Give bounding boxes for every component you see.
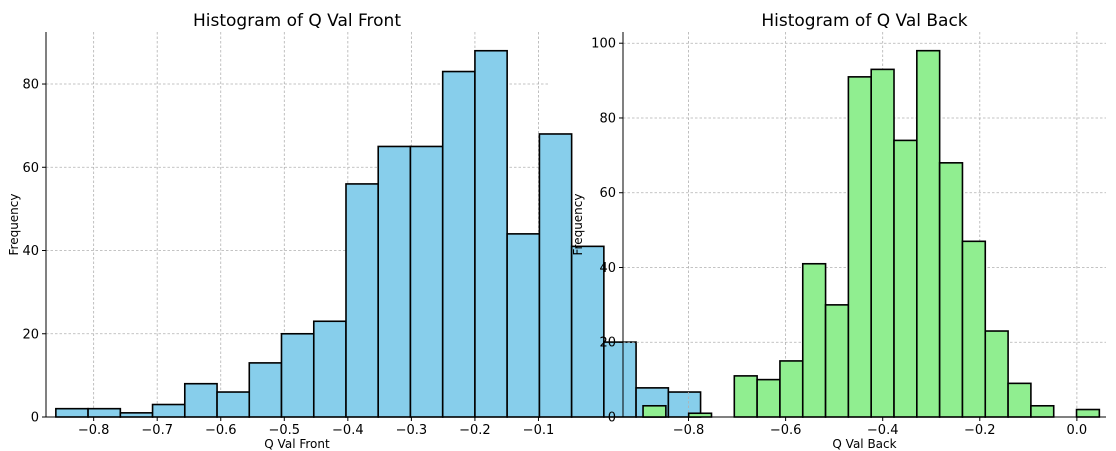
chart2-y-axis-label: Frequency — [571, 194, 585, 256]
chart1-xtick-label: −0.4 — [332, 423, 364, 438]
chart1-ytick-label: 60 — [22, 161, 39, 176]
chart2-bar-0 — [643, 406, 666, 417]
chart2-xtick-label: −0.6 — [770, 423, 802, 438]
chart1-bar-1 — [88, 409, 120, 417]
chart1-ytick-label: 40 — [22, 244, 39, 259]
chart2-bar-8 — [826, 305, 849, 417]
chart1-bar-0 — [56, 409, 88, 417]
chart1-bar-5 — [217, 392, 249, 417]
chart1-xtick-label: −0.5 — [269, 423, 301, 438]
chart1-bar-14 — [507, 234, 539, 417]
chart2-bar-13 — [940, 163, 963, 417]
chart2-bar-17 — [1031, 406, 1054, 417]
chart2-bar-12 — [917, 51, 940, 417]
chart2-bar-16 — [1008, 383, 1031, 417]
chart2-title: Histogram of Q Val Back — [761, 11, 967, 31]
chart2-ytick-label: 20 — [599, 336, 616, 351]
chart2-ytick-label: 40 — [599, 261, 616, 276]
chart2-xtick-label: −0.8 — [673, 423, 705, 438]
chart1-xtick-label: −0.7 — [141, 423, 173, 438]
chart1-ytick-label: 0 — [31, 411, 39, 426]
chart2-ytick-label: 60 — [599, 186, 616, 201]
chart2-xtick-label: −0.2 — [964, 423, 996, 438]
chart2-xtick-label: −0.4 — [867, 423, 899, 438]
chart1-bar-6 — [249, 363, 281, 417]
chart2-bar-15 — [985, 331, 1008, 417]
chart1-xtick-label: −0.2 — [459, 423, 491, 438]
chart1-bar-15 — [539, 134, 571, 417]
chart1-ytick-label: 20 — [22, 327, 39, 342]
chart1-bar-8 — [314, 321, 346, 417]
chart2-bar-19 — [1077, 410, 1100, 417]
chart1-bar-4 — [185, 384, 217, 417]
chart2-xtick-label: 0.0 — [1067, 423, 1088, 438]
chart2-bar-4 — [734, 376, 757, 417]
chart1-xtick-label: −0.3 — [396, 423, 428, 438]
chart2-bar-10 — [871, 69, 894, 417]
chart1-y-axis-label: Frequency — [7, 194, 21, 256]
chart2-bar-11 — [894, 140, 917, 417]
chart1-title: Histogram of Q Val Front — [193, 11, 401, 31]
chart1-bar-7 — [281, 334, 313, 417]
chart1-xtick-label: −0.8 — [78, 423, 110, 438]
chart2-bar-14 — [962, 241, 985, 417]
chart2-bar-5 — [757, 380, 780, 417]
chart1-x-axis-label: Q Val Front — [264, 437, 330, 451]
chart1-bar-12 — [443, 72, 475, 417]
chart1-bar-3 — [153, 405, 185, 417]
chart1-bar-9 — [346, 184, 378, 417]
chart1-ytick-label: 80 — [22, 78, 39, 93]
chart2-ytick-label: 100 — [591, 37, 616, 52]
chart2-ytick-label: 0 — [608, 411, 616, 426]
chart2-bar-6 — [780, 361, 803, 417]
chart1-xtick-label: −0.1 — [523, 423, 555, 438]
chart2-bar-9 — [848, 77, 871, 417]
chart2-ytick-label: 80 — [599, 111, 616, 126]
chart2-bar-7 — [803, 264, 826, 417]
chart1-bar-10 — [378, 146, 410, 417]
chart1: −0.8 −0.7 −0.6 −0.5 −0.4 −0.3 −0.2 −0.1 0 20 40 60 8… — [7, 11, 701, 451]
chart1-bar-11 — [410, 146, 442, 417]
chart2-bar-2 — [689, 413, 712, 417]
chart1-bar-13 — [475, 51, 507, 417]
chart2-x-axis-label: Q Val Back — [832, 437, 896, 451]
chart2: −0.8 −0.6 −0.4 −0.2 0.0 0 20 40 60 80 100 Histogram… — [571, 11, 1106, 451]
chart1-bar-17 — [604, 342, 636, 417]
chart1-bar-2 — [120, 413, 152, 417]
chart1-xtick-label: −0.6 — [205, 423, 237, 438]
